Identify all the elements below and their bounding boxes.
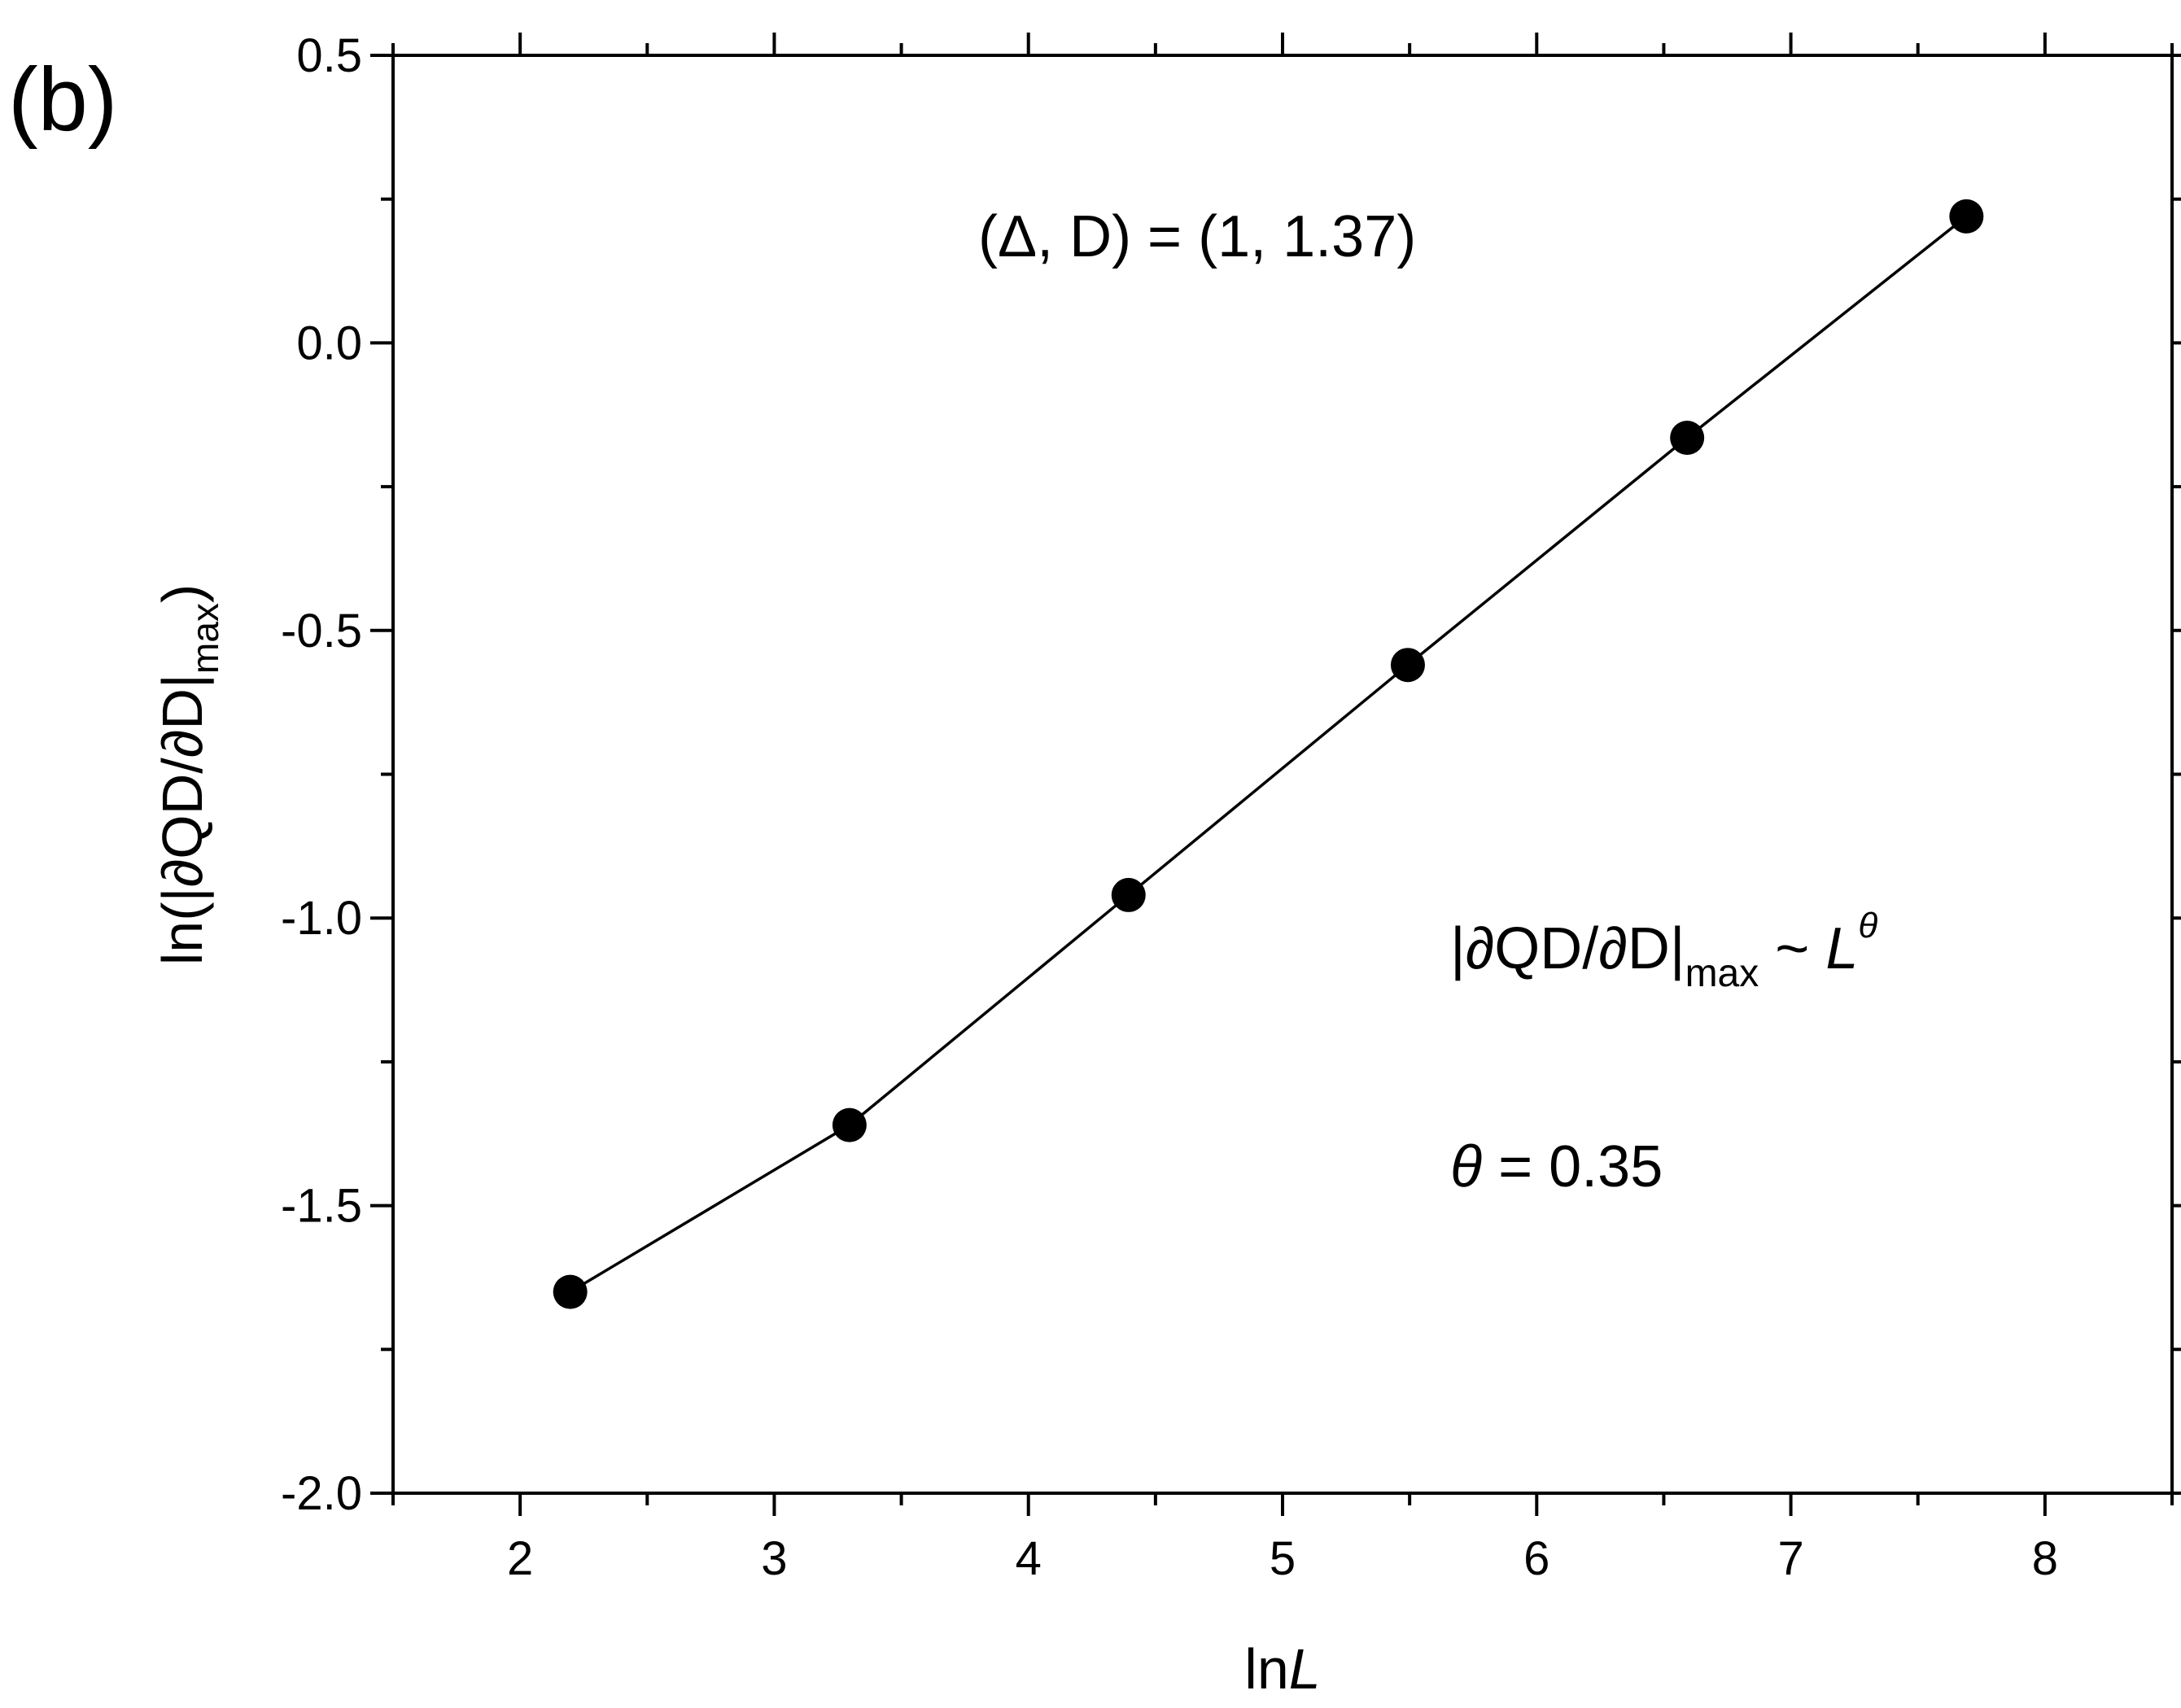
y-axis-title: ln(|∂QD/∂D|max) — [151, 584, 226, 966]
theta-annotation: θ = 0.35 — [1450, 1134, 1663, 1199]
x-tick-label: 2 — [507, 1532, 533, 1585]
data-point — [1111, 877, 1146, 912]
x-tick-label: 3 — [761, 1532, 787, 1585]
params-annotation: (Δ, D) = (1, 1.37) — [978, 204, 1416, 269]
y-tick-label: 0.0 — [296, 317, 362, 369]
y-tick-label: -0.5 — [281, 605, 362, 657]
x-tick-label: 8 — [2032, 1532, 2058, 1585]
series-line — [569, 215, 1968, 1294]
axis-tick-labels: 2 3 4 5 6 7 8 -2.0 -1.5 -1.0 -0.5 0.0 0.5 — [281, 29, 2058, 1585]
x-tick-label: 7 — [1777, 1532, 1803, 1585]
data-point — [1670, 421, 1705, 456]
scaling-annotation: |∂QD/∂D|max ~ Lθ — [1450, 906, 1877, 995]
y-tick-label: -1.5 — [281, 1180, 362, 1233]
x-axis-title: lnL — [1244, 1637, 1320, 1701]
y-tick-label: -1.0 — [281, 892, 362, 945]
x-tick-label: 5 — [1270, 1532, 1296, 1585]
axis-ticks — [370, 33, 2181, 1516]
x-tick-label: 6 — [1523, 1532, 1549, 1585]
data-point — [1949, 199, 1984, 234]
data-point — [1390, 648, 1425, 683]
plot-frame — [391, 54, 2174, 1495]
panel-label: (b) — [8, 50, 117, 150]
data-point — [553, 1274, 588, 1309]
y-tick-label: -2.0 — [281, 1467, 362, 1520]
y-tick-label: 0.5 — [296, 29, 362, 82]
data-point — [832, 1107, 867, 1142]
x-tick-label: 4 — [1016, 1532, 1042, 1585]
data-series — [553, 199, 1984, 1309]
